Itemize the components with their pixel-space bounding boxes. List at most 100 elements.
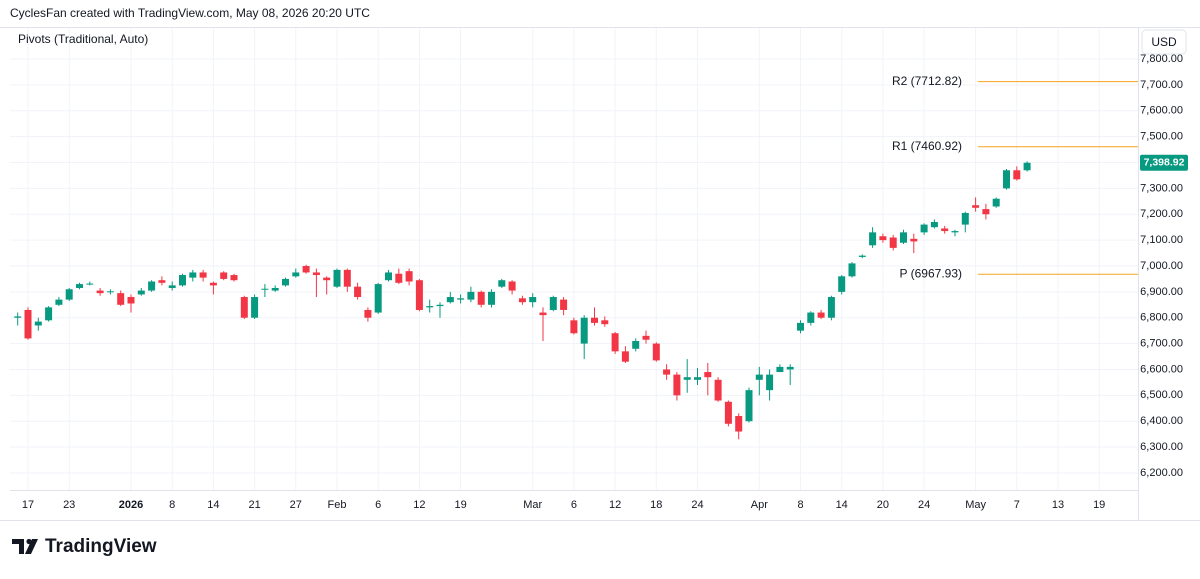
candle-body xyxy=(477,291,485,305)
y-tick-label: 6,200.00 xyxy=(1140,467,1183,479)
last-price-badge xyxy=(1140,154,1188,171)
attribution: CyclesFan created with TradingView.com, … xyxy=(10,6,370,20)
candle-body xyxy=(261,288,269,290)
candle-body xyxy=(735,416,743,432)
candle-body xyxy=(611,333,619,352)
candle-body xyxy=(889,237,897,248)
candle-body xyxy=(179,275,186,286)
candle-body xyxy=(714,379,722,401)
candle-body xyxy=(992,198,1000,207)
y-tick-label: 7,000.00 xyxy=(1140,260,1183,272)
candle-body xyxy=(786,366,794,370)
x-tick-label: 12 xyxy=(413,499,425,511)
indicator-label: Pivots (Traditional, Auto) xyxy=(18,32,148,46)
candle-body xyxy=(879,236,887,241)
candle-body xyxy=(529,297,537,303)
candle-body xyxy=(446,297,454,303)
candle-body xyxy=(930,222,938,228)
candle-body xyxy=(1003,170,1010,189)
x-tick-label: 12 xyxy=(609,499,621,511)
candle-body xyxy=(76,284,83,288)
x-tick-label: Mar xyxy=(523,499,542,511)
brand-logo: TradingView xyxy=(12,536,157,557)
x-tick-label: 14 xyxy=(836,499,848,511)
currency-box[interactable] xyxy=(1141,29,1187,55)
candle-body xyxy=(570,320,578,334)
candle-body xyxy=(518,298,526,303)
candle-body xyxy=(271,287,279,291)
x-tick-label: 13 xyxy=(1052,499,1064,511)
y-tick-label: 7,200.00 xyxy=(1140,208,1183,220)
candle-body xyxy=(941,228,949,232)
x-tick-label: 23 xyxy=(63,499,75,511)
candle-body xyxy=(755,374,763,380)
candle-body xyxy=(797,322,804,331)
x-tick-label: 17 xyxy=(22,499,34,511)
candle-body xyxy=(972,205,980,208)
candle-body xyxy=(838,276,846,292)
y-tick-label: 7,700.00 xyxy=(1140,79,1183,91)
candle-body xyxy=(374,284,382,313)
x-tick-label: 8 xyxy=(169,499,175,511)
candle-body xyxy=(251,297,259,318)
candle-body xyxy=(55,299,63,305)
candle-body xyxy=(827,297,835,318)
candle-body xyxy=(601,320,609,325)
x-tick-label: 8 xyxy=(797,499,803,511)
candle-body xyxy=(343,269,351,287)
x-tick-label: 7 xyxy=(1014,499,1020,511)
y-tick-label: 7,300.00 xyxy=(1140,182,1183,194)
candle-body xyxy=(632,341,640,349)
x-tick-label: 6 xyxy=(375,499,381,511)
candle-body xyxy=(900,232,907,243)
currency: USD xyxy=(1151,35,1177,49)
candle-body xyxy=(591,317,598,323)
candle-body xyxy=(364,309,372,318)
candle-body xyxy=(148,281,156,291)
candle-body xyxy=(920,224,928,233)
candle-body xyxy=(642,335,650,340)
last-price-label: 7,398.92 xyxy=(1144,157,1185,169)
candle-body xyxy=(436,304,444,307)
candle-body xyxy=(209,282,217,286)
candle-body xyxy=(457,298,465,300)
candle-body xyxy=(302,265,310,273)
candle-body xyxy=(549,297,557,310)
candle-body xyxy=(312,272,320,276)
candle-body xyxy=(704,372,712,378)
x-tick-label: Feb xyxy=(328,499,347,511)
candle-body xyxy=(65,289,73,300)
candle-body xyxy=(189,272,197,278)
candle-body xyxy=(24,309,32,339)
candle-body xyxy=(292,272,300,277)
candle-body xyxy=(621,351,629,362)
candle-body xyxy=(34,321,42,326)
candle-body xyxy=(663,369,671,375)
candle-body xyxy=(323,277,331,281)
candle-body xyxy=(848,263,856,277)
y-tick-label: 6,400.00 xyxy=(1140,415,1183,427)
candle-body xyxy=(498,280,506,287)
pivot-label: P (6967.93) xyxy=(900,266,963,280)
candle-body xyxy=(45,307,53,321)
x-tick-label: 18 xyxy=(650,499,662,511)
candle-body xyxy=(807,312,815,323)
candle-body xyxy=(220,272,228,279)
candle-body xyxy=(982,209,990,215)
y-tick-label: 7,800.00 xyxy=(1140,53,1183,65)
candle-body xyxy=(240,297,248,318)
candle-body xyxy=(467,291,475,300)
x-tick-label: 19 xyxy=(454,499,466,511)
candle-body xyxy=(395,273,403,283)
y-tick-label: 6,800.00 xyxy=(1140,312,1183,324)
brand-name: TradingView xyxy=(45,536,157,557)
candle-body xyxy=(539,312,547,316)
candle-body xyxy=(385,272,392,281)
pivot-label: R2 (7712.82) xyxy=(892,74,962,88)
candle-body xyxy=(14,316,22,318)
logo-mark xyxy=(25,539,38,554)
candle-body xyxy=(745,390,753,422)
x-tick-label: 24 xyxy=(918,499,930,511)
